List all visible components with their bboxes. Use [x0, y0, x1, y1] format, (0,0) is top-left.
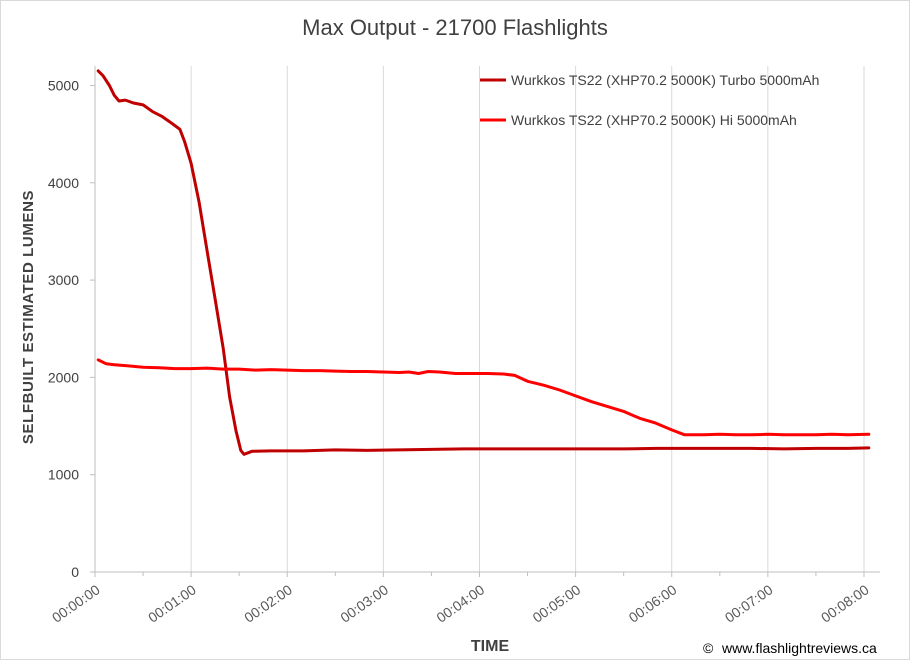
x-tick-label: 00:01:00 [145, 581, 199, 625]
y-tick-label: 5000 [48, 77, 79, 93]
legend: Wurkkos TS22 (XHP70.2 5000K) Turbo 5000m… [480, 72, 819, 128]
legend-entry: Wurkkos TS22 (XHP70.2 5000K) Hi 5000mAh [480, 112, 797, 128]
y-tick-label: 1000 [48, 467, 79, 483]
y-tick-label: 3000 [48, 272, 79, 288]
copyright-symbol: © [703, 640, 714, 656]
y-axis-label: SELFBUILT ESTIMATED LUMENS [20, 190, 37, 444]
x-tick-label: 00:07:00 [722, 581, 776, 625]
legend-entry: Wurkkos TS22 (XHP70.2 5000K) Turbo 5000m… [480, 72, 819, 88]
legend-label: Wurkkos TS22 (XHP70.2 5000K) Turbo 5000m… [511, 72, 819, 88]
x-tick-label: 00:03:00 [337, 581, 391, 625]
x-tick-label: 00:00:00 [49, 581, 103, 625]
x-tick-label: 00:08:00 [818, 581, 872, 625]
credit: © www.flashlightreviews.ca [703, 640, 877, 656]
x-tick-label: 00:04:00 [433, 581, 487, 625]
series-line-turbo [96, 69, 871, 456]
x-tick-label: 00:05:00 [530, 581, 584, 625]
series-line-hi [96, 358, 871, 437]
y-tick-label: 2000 [48, 369, 79, 385]
axis-layer: 00:00:00 00:01:00 00:02:00 00:03:00 00:04:00… [48, 66, 880, 626]
legend-label: Wurkkos TS22 (XHP70.2 5000K) Hi 5000mAh [511, 112, 797, 128]
grid-layer [190, 66, 865, 572]
y-tick-label: 0 [71, 564, 79, 580]
series-layer [96, 69, 871, 456]
credit-text: www.flashlightreviews.ca [721, 640, 877, 656]
chart-title: Max Output - 21700 Flashlights [302, 15, 608, 40]
y-tick-label: 4000 [48, 175, 79, 191]
x-tick-label: 00:06:00 [626, 581, 680, 625]
x-tick-label: 00:02:00 [241, 581, 295, 625]
x-axis-label: TIME [471, 638, 510, 655]
